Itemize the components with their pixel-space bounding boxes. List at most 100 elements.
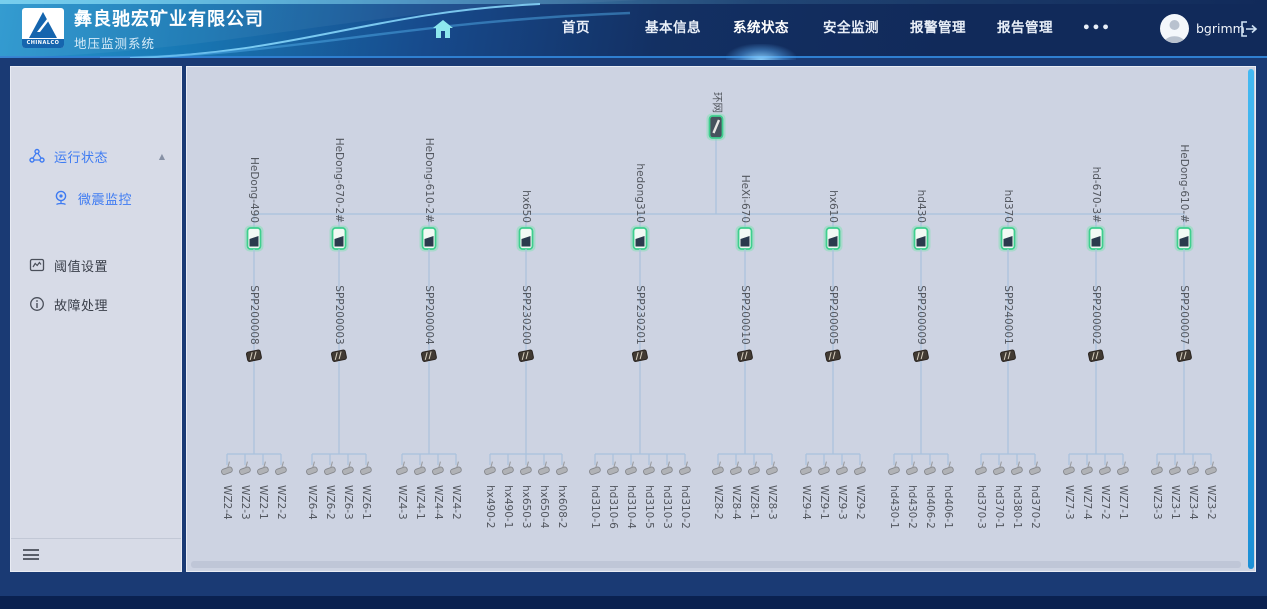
geophone-sensor-icon[interactable]: [482, 461, 496, 476]
geophone-sensor-icon[interactable]: [1097, 461, 1111, 476]
geophone-sensor-icon[interactable]: [536, 461, 550, 476]
sensor-id-label: WZ3-3: [1151, 485, 1163, 520]
geophone-sensor-icon[interactable]: [219, 461, 233, 476]
station-device-icon[interactable]: [630, 225, 650, 252]
nav-alarm-mgmt[interactable]: 报警管理: [910, 20, 966, 36]
station-device-icon[interactable]: [823, 225, 843, 252]
geophone-sensor-icon[interactable]: [322, 461, 336, 476]
sidebar-item-micro-seismic[interactable]: 微震监控: [11, 183, 181, 213]
geophone-sensor-icon[interactable]: [1185, 461, 1199, 476]
branch-name-label: HeDong-670-2#: [333, 138, 345, 223]
collector-device-icon[interactable]: [999, 349, 1016, 362]
geophone-sensor-icon[interactable]: [554, 461, 568, 476]
geophone-sensor-icon[interactable]: [710, 461, 724, 476]
station-device-icon[interactable]: [1086, 225, 1106, 252]
nav-more[interactable]: •••: [1082, 20, 1111, 36]
station-device-icon[interactable]: [244, 225, 264, 252]
vertical-scrollbar[interactable]: [1248, 69, 1254, 569]
sidebar-item-run-status[interactable]: 运行状态 ▲: [11, 141, 181, 171]
station-device-icon[interactable]: [419, 225, 439, 252]
geophone-sensor-icon[interactable]: [255, 461, 269, 476]
root-device-icon[interactable]: [706, 113, 726, 141]
collapse-sidebar-icon[interactable]: [23, 549, 39, 562]
geophone-sensor-icon[interactable]: [1027, 461, 1041, 476]
geophone-sensor-icon[interactable]: [659, 461, 673, 476]
geophone-sensor-icon[interactable]: [623, 461, 637, 476]
geophone-sensor-icon[interactable]: [340, 461, 354, 476]
geophone-sensor-icon[interactable]: [834, 461, 848, 476]
collector-device-icon[interactable]: [736, 349, 753, 362]
geophone-sensor-icon[interactable]: [904, 461, 918, 476]
nav-system-status[interactable]: 系统状态: [733, 20, 789, 36]
geophone-sensor-icon[interactable]: [798, 461, 812, 476]
geophone-sensor-icon[interactable]: [677, 461, 691, 476]
geophone-sensor-icon[interactable]: [1149, 461, 1163, 476]
sidebar-item-threshold[interactable]: 阈值设置: [11, 250, 181, 280]
avatar[interactable]: [1160, 14, 1189, 43]
collector-device-icon[interactable]: [245, 349, 262, 362]
geophone-sensor-icon[interactable]: [816, 461, 830, 476]
geophone-sensor-icon[interactable]: [1203, 461, 1217, 476]
collector-device-icon[interactable]: [330, 349, 347, 362]
geophone-sensor-icon[interactable]: [273, 461, 287, 476]
station-device-icon[interactable]: [911, 225, 931, 252]
horizontal-scrollbar[interactable]: [191, 561, 1241, 568]
topology-branch: HeDong-670-2# SPP200003 WZ6-4 WZ6-2 WZ6-3 WZ6…: [304, 138, 372, 520]
geophone-sensor-icon[interactable]: [587, 461, 601, 476]
geophone-sensor-icon[interactable]: [304, 461, 318, 476]
branch-name-label: HeDong-490: [248, 157, 260, 223]
nav-home[interactable]: 首页: [562, 20, 590, 36]
collector-device-icon[interactable]: [517, 349, 534, 362]
nav-safety-monitor[interactable]: 安全监测: [823, 20, 879, 36]
collector-device-icon[interactable]: [824, 349, 841, 362]
sensor-id-label: hx608-2: [556, 485, 568, 528]
geophone-sensor-icon[interactable]: [500, 461, 514, 476]
geophone-sensor-icon[interactable]: [518, 461, 532, 476]
username: bgrimm: [1196, 21, 1245, 36]
geophone-sensor-icon[interactable]: [1115, 461, 1129, 476]
geophone-sensor-icon[interactable]: [886, 461, 900, 476]
station-device-icon[interactable]: [998, 225, 1018, 252]
station-id-label: SPP200005: [827, 285, 839, 344]
geophone-sensor-icon[interactable]: [1009, 461, 1023, 476]
station-device-icon[interactable]: [329, 225, 349, 252]
geophone-sensor-icon[interactable]: [412, 461, 426, 476]
collector-device-icon[interactable]: [420, 349, 437, 362]
collector-device-icon[interactable]: [1087, 349, 1104, 362]
topology-branch: HeDong-610-# SPP200007 WZ3-3 WZ3-1 WZ3-4 WZ3-…: [1149, 144, 1217, 520]
geophone-sensor-icon[interactable]: [1079, 461, 1093, 476]
collector-device-icon[interactable]: [912, 349, 929, 362]
collector-device-icon[interactable]: [631, 349, 648, 362]
nav-report-mgmt[interactable]: 报告管理: [997, 20, 1053, 36]
geophone-sensor-icon[interactable]: [641, 461, 655, 476]
geophone-sensor-icon[interactable]: [852, 461, 866, 476]
geophone-sensor-icon[interactable]: [1061, 461, 1075, 476]
collector-device-icon[interactable]: [1175, 349, 1192, 362]
company-name: 彝良驰宏矿业有限公司: [74, 9, 264, 30]
geophone-sensor-icon[interactable]: [922, 461, 936, 476]
geophone-sensor-icon[interactable]: [394, 461, 408, 476]
home-icon[interactable]: [433, 20, 453, 38]
sensor-id-label: WZ2-4: [221, 485, 233, 520]
geophone-sensor-icon[interactable]: [1167, 461, 1181, 476]
geophone-sensor-icon[interactable]: [746, 461, 760, 476]
geophone-sensor-icon[interactable]: [448, 461, 462, 476]
nav-basic-info[interactable]: 基本信息: [645, 20, 701, 36]
geophone-sensor-icon[interactable]: [991, 461, 1005, 476]
geophone-sensor-icon[interactable]: [728, 461, 742, 476]
station-device-icon[interactable]: [735, 225, 755, 252]
geophone-sensor-icon[interactable]: [973, 461, 987, 476]
geophone-sensor-icon[interactable]: [237, 461, 251, 476]
station-device-icon[interactable]: [1174, 225, 1194, 252]
geophone-sensor-icon[interactable]: [358, 461, 372, 476]
station-device-icon[interactable]: [516, 225, 536, 252]
branch-name-label: hx650: [520, 190, 532, 223]
sidebar-item-fault[interactable]: 故障处理: [11, 289, 181, 319]
geophone-sensor-icon[interactable]: [764, 461, 778, 476]
topology-branch: hd-670-3# SPP200002 WZ7-3 WZ7-4 WZ7-2 WZ7-1: [1061, 167, 1129, 520]
logout-icon[interactable]: [1240, 21, 1258, 37]
collapse-caret-icon[interactable]: ▲: [158, 151, 165, 161]
geophone-sensor-icon[interactable]: [430, 461, 444, 476]
geophone-sensor-icon[interactable]: [940, 461, 954, 476]
geophone-sensor-icon[interactable]: [605, 461, 619, 476]
